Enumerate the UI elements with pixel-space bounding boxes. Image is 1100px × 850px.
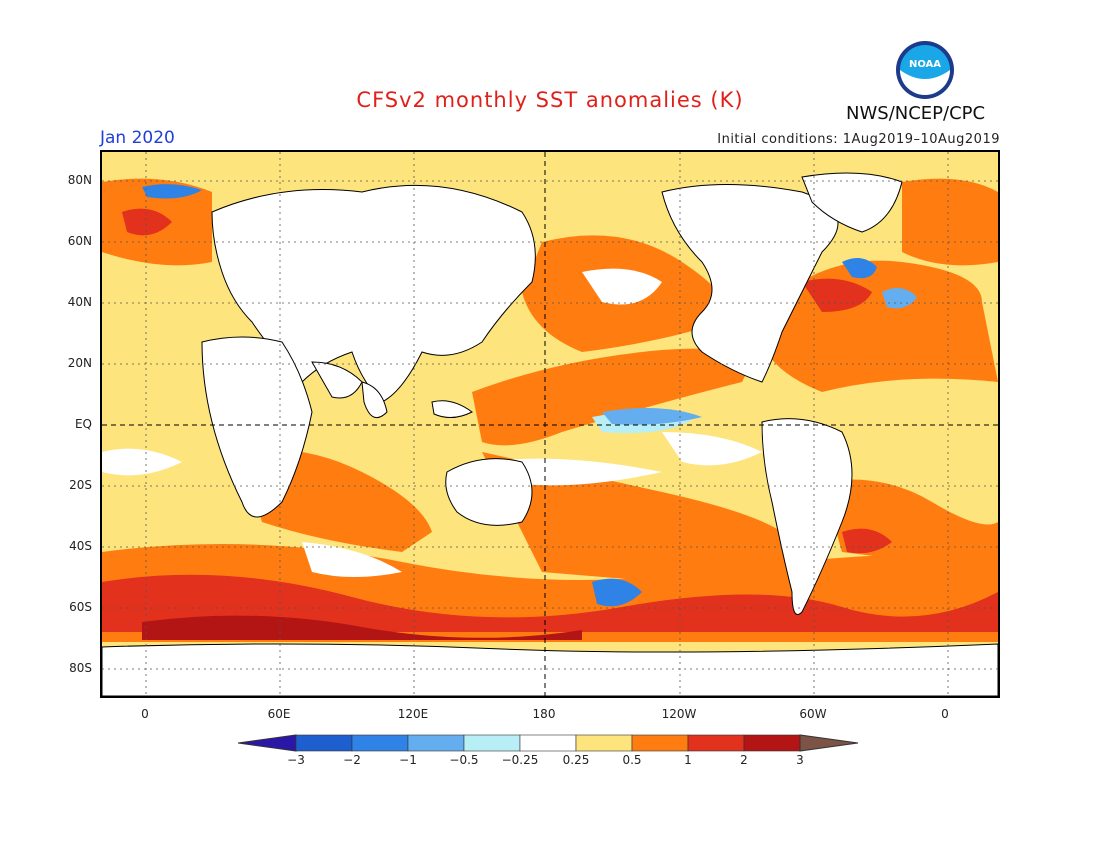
lat-label: 60N (67, 234, 92, 248)
colorbar-tick-label: 0.25 (562, 753, 590, 767)
lon-label: 60W (799, 707, 827, 721)
colorbar-segment (743, 734, 801, 752)
sst-anomaly-map (100, 150, 1000, 698)
colorbar-segment (519, 734, 577, 752)
colorbar (238, 734, 859, 752)
noaa-logo: NOAA (896, 41, 954, 99)
lat-label: 40S (69, 539, 92, 553)
equator-dateline (102, 152, 998, 696)
colorbar-tick-label: 1 (684, 753, 692, 767)
organization-label: NWS/NCEP/CPC (846, 103, 986, 124)
lon-label: 60E (267, 707, 291, 721)
lon-label: 0 (141, 707, 149, 721)
anomaly-field (102, 178, 998, 642)
lat-label: 80S (69, 661, 92, 675)
colorbar-segment (407, 734, 465, 752)
colorbar-tick-label: 3 (796, 753, 804, 767)
lat-label: EQ (74, 417, 92, 431)
colorbar-segment (463, 734, 521, 752)
colorbar-tick-label: −3 (287, 753, 305, 767)
lat-label: 40N (67, 295, 92, 309)
colorbar-tick-label: −1 (399, 753, 417, 767)
lat-label: 60S (69, 600, 92, 614)
colorbar-segment (351, 734, 409, 752)
logo-text: NOAA (909, 59, 941, 70)
lat-label: 20N (67, 356, 92, 370)
colorbar-tick-label: −0.25 (501, 753, 539, 767)
colorbar-tick-label: 2 (740, 753, 748, 767)
chart-title: CFSv2 monthly SST anomalies (K) (356, 88, 744, 112)
colorbar-segment (295, 734, 353, 752)
colorbar-tick-label: −0.5 (449, 753, 479, 767)
continents (102, 172, 998, 696)
lon-label: 120W (661, 707, 697, 721)
lon-label: 0 (941, 707, 949, 721)
lon-label: 180 (532, 707, 556, 721)
colorbar-segment (631, 734, 689, 752)
valid-month-label: Jan 2020 (100, 128, 175, 148)
lon-label: 120E (397, 707, 429, 721)
colorbar-segment (687, 734, 745, 752)
initial-conditions-label: Initial conditions: 1Aug2019–10Aug2019 (717, 132, 1000, 147)
colorbar-min-arrow (238, 734, 297, 752)
grid-lines (102, 152, 998, 696)
colorbar-segment (575, 734, 633, 752)
colorbar-max-arrow (799, 734, 859, 752)
lat-label: 80N (67, 173, 92, 187)
colorbar-tick-label: −2 (343, 753, 361, 767)
colorbar-tick-label: 0.5 (622, 753, 642, 767)
lat-label: 20S (69, 478, 92, 492)
